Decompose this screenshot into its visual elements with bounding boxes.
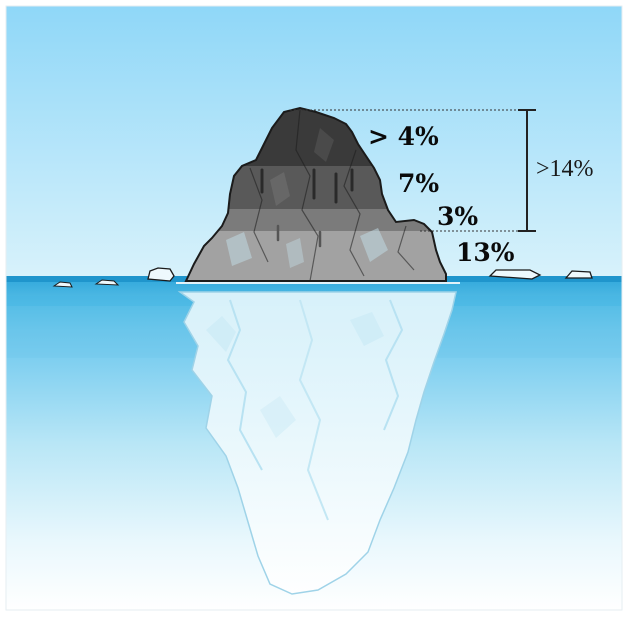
label-band-second: 7% [398,169,440,198]
ice-floe-right [488,269,593,280]
band-third [186,209,446,231]
iceberg-outline [184,106,447,282]
label-band-third: 3% [437,202,479,231]
label-band-top: > 4% [368,122,439,151]
iceberg-underwater [177,291,457,595]
label-band-waterline: 13% [456,238,515,267]
ice-floe-left [52,267,175,288]
label-bracket-total: >14% [536,156,594,182]
total-bracket [518,109,536,232]
